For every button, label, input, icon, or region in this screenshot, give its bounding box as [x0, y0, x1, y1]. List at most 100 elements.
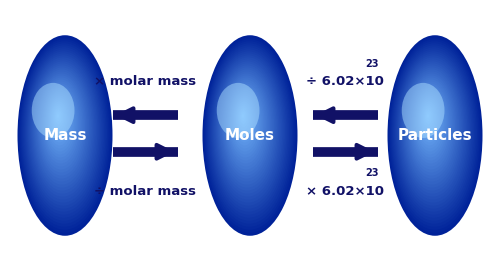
- Ellipse shape: [42, 83, 80, 164]
- Ellipse shape: [414, 87, 447, 157]
- Ellipse shape: [394, 49, 473, 215]
- Ellipse shape: [419, 97, 440, 143]
- Ellipse shape: [426, 111, 430, 121]
- Ellipse shape: [423, 105, 434, 131]
- Ellipse shape: [206, 41, 294, 227]
- Ellipse shape: [206, 43, 292, 224]
- Ellipse shape: [398, 55, 469, 206]
- Ellipse shape: [40, 81, 81, 167]
- Ellipse shape: [49, 97, 70, 143]
- Ellipse shape: [48, 95, 72, 146]
- Ellipse shape: [231, 91, 260, 151]
- Ellipse shape: [236, 101, 252, 137]
- Ellipse shape: [32, 83, 74, 138]
- Ellipse shape: [388, 35, 482, 236]
- Ellipse shape: [26, 51, 102, 212]
- Ellipse shape: [214, 57, 282, 203]
- Text: ÷ molar mass: ÷ molar mass: [94, 185, 196, 198]
- Ellipse shape: [418, 95, 442, 146]
- Ellipse shape: [416, 91, 444, 151]
- Ellipse shape: [408, 75, 455, 176]
- Ellipse shape: [402, 63, 464, 194]
- Ellipse shape: [51, 101, 68, 137]
- Text: Moles: Moles: [225, 128, 275, 143]
- Ellipse shape: [408, 77, 454, 173]
- Ellipse shape: [32, 63, 94, 194]
- Ellipse shape: [410, 79, 453, 170]
- Ellipse shape: [220, 71, 273, 182]
- Ellipse shape: [45, 89, 76, 154]
- Text: Mass: Mass: [44, 128, 87, 143]
- Ellipse shape: [40, 79, 82, 170]
- Ellipse shape: [224, 77, 269, 173]
- Ellipse shape: [218, 67, 276, 188]
- Ellipse shape: [238, 105, 250, 131]
- Ellipse shape: [24, 47, 104, 218]
- Ellipse shape: [46, 91, 74, 151]
- Ellipse shape: [222, 73, 272, 179]
- Ellipse shape: [28, 57, 98, 203]
- Ellipse shape: [202, 35, 298, 236]
- Ellipse shape: [53, 105, 64, 131]
- Ellipse shape: [44, 87, 77, 157]
- Ellipse shape: [400, 61, 464, 197]
- Ellipse shape: [396, 53, 470, 209]
- Ellipse shape: [24, 49, 103, 215]
- Ellipse shape: [210, 51, 286, 212]
- Ellipse shape: [30, 61, 94, 197]
- Ellipse shape: [240, 109, 247, 124]
- Ellipse shape: [234, 97, 255, 143]
- Ellipse shape: [36, 73, 86, 179]
- Ellipse shape: [220, 69, 274, 185]
- Ellipse shape: [18, 35, 112, 236]
- Ellipse shape: [214, 59, 281, 200]
- Ellipse shape: [237, 104, 251, 134]
- Ellipse shape: [26, 53, 100, 209]
- Ellipse shape: [34, 67, 90, 188]
- Ellipse shape: [241, 111, 246, 121]
- Text: × molar mass: × molar mass: [94, 75, 196, 88]
- Ellipse shape: [210, 49, 288, 215]
- Ellipse shape: [404, 69, 460, 185]
- Ellipse shape: [402, 83, 444, 138]
- Ellipse shape: [28, 55, 99, 206]
- Ellipse shape: [52, 104, 66, 134]
- Ellipse shape: [425, 109, 432, 124]
- Ellipse shape: [54, 107, 64, 127]
- Ellipse shape: [235, 99, 254, 140]
- Text: 23: 23: [366, 169, 380, 178]
- Ellipse shape: [420, 99, 439, 140]
- Ellipse shape: [208, 47, 290, 218]
- Ellipse shape: [218, 65, 277, 191]
- Ellipse shape: [38, 77, 84, 173]
- Ellipse shape: [239, 107, 248, 127]
- Ellipse shape: [242, 114, 244, 118]
- Text: 23: 23: [366, 59, 380, 69]
- Ellipse shape: [204, 39, 295, 230]
- Ellipse shape: [217, 83, 260, 138]
- Ellipse shape: [427, 114, 429, 118]
- Ellipse shape: [224, 79, 268, 170]
- Ellipse shape: [226, 81, 266, 167]
- Ellipse shape: [57, 114, 59, 118]
- Ellipse shape: [424, 107, 434, 127]
- Ellipse shape: [18, 37, 111, 233]
- Ellipse shape: [410, 81, 451, 167]
- Ellipse shape: [396, 51, 471, 212]
- Ellipse shape: [216, 61, 280, 197]
- Ellipse shape: [56, 111, 60, 121]
- Ellipse shape: [228, 87, 262, 157]
- Ellipse shape: [392, 45, 475, 221]
- Ellipse shape: [390, 41, 478, 227]
- Ellipse shape: [402, 65, 462, 191]
- Ellipse shape: [22, 45, 105, 221]
- Ellipse shape: [232, 93, 258, 149]
- Ellipse shape: [42, 85, 78, 160]
- Ellipse shape: [204, 37, 296, 233]
- Ellipse shape: [38, 75, 85, 176]
- Ellipse shape: [390, 39, 480, 230]
- Ellipse shape: [208, 45, 290, 221]
- Ellipse shape: [394, 47, 474, 218]
- Ellipse shape: [50, 99, 69, 140]
- Ellipse shape: [212, 55, 284, 206]
